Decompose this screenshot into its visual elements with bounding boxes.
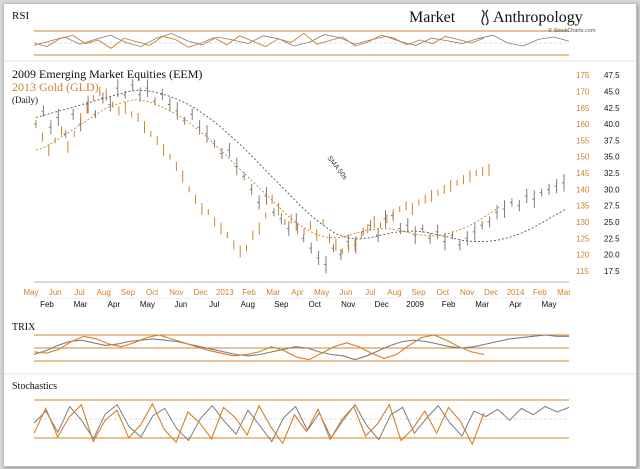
trix-gld-line [33, 334, 485, 361]
x-label-eem: Sep [274, 300, 289, 309]
y-tick-eem: 47.5 [604, 71, 620, 80]
x-label-gld: May [314, 288, 329, 297]
x-label-eem: May [140, 300, 155, 309]
x-label-gld: 2013 [216, 288, 234, 297]
x-label-gld: Jul [74, 288, 84, 297]
brand-anthropology: Anthropology [493, 9, 583, 26]
x-label-gld: Oct [437, 288, 450, 297]
stochastics-series [33, 402, 570, 446]
main-subtitle: 2013 Gold (GLD) [12, 80, 99, 94]
x-label-gld: Oct [146, 288, 159, 297]
x-label-eem: Feb [442, 300, 456, 309]
x-label-gld: Aug [387, 288, 401, 297]
x-label-gld: Dec [484, 288, 498, 297]
y-tick-gld: 175 [576, 71, 590, 80]
trix-eem-line [33, 334, 569, 361]
y-tick-gld: 170 [576, 87, 590, 96]
x-label-eem: Apr [509, 300, 522, 309]
rsi-title: RSI [12, 10, 29, 22]
brand-market: Market [409, 9, 456, 26]
x-label-gld: Feb [533, 288, 547, 297]
y-tick-gld: 135 [576, 202, 590, 211]
y-tick-gld: 115 [576, 267, 589, 276]
y-tick-eem: 22.5 [604, 234, 620, 243]
y-tick-eem: 27.5 [604, 202, 620, 211]
x-label-gld: Jun [340, 288, 353, 297]
x-label-eem: Dec [375, 300, 389, 309]
main-title: 2009 Emerging Market Equities (EEM) [12, 67, 202, 81]
main-note: (Daily) [12, 95, 38, 105]
rsi-gld-line [33, 32, 485, 49]
y-tick-eem: 25.0 [604, 218, 620, 227]
trix-title: TRIX [12, 322, 36, 333]
y-tick-eem: 45.0 [604, 87, 620, 96]
x-label-eem: Oct [308, 300, 321, 309]
helix-logo-icon [481, 9, 489, 26]
x-label-gld: Jun [49, 288, 62, 297]
y-tick-eem: 37.5 [604, 136, 620, 145]
market-anthropology-chart: RSI 2009 Emerging Market Equities (EEM) … [4, 9, 636, 446]
x-label-gld: Dec [193, 288, 207, 297]
y-tick-eem: 17.5 [604, 267, 620, 276]
x-label-gld: Jul [365, 288, 375, 297]
y-tick-gld: 140 [576, 185, 590, 194]
y-tick-gld: 145 [576, 169, 590, 178]
gld-sma50-line [35, 99, 500, 239]
y-tick-gld: 165 [576, 104, 590, 113]
y-tick-gld: 155 [576, 136, 590, 145]
sma-annotation: SMA 50s [325, 155, 348, 182]
rsi-series [33, 32, 570, 49]
x-label-eem: Nov [341, 300, 355, 309]
y-tick-gld: 120 [576, 251, 590, 260]
y-tick-eem: 32.5 [604, 169, 620, 178]
x-label-eem: Jun [174, 300, 187, 309]
price-series [34, 79, 567, 274]
x-label-gld: Feb [242, 288, 256, 297]
y-tick-gld: 130 [576, 218, 590, 227]
y-tick-eem: 35.0 [604, 153, 620, 162]
x-label-eem: 2009 [406, 300, 424, 309]
x-label-gld: Apr [291, 288, 304, 297]
x-label-eem: May [541, 300, 556, 309]
x-label-eem: Mar [475, 300, 489, 309]
x-label-gld: Nov [460, 288, 474, 297]
x-label-gld: Mar [557, 288, 571, 297]
stoch-eem-line [33, 403, 570, 443]
y-tick-gld: 160 [576, 120, 590, 129]
x-label-gld: Sep [121, 288, 136, 297]
trix-series [33, 334, 569, 361]
x-label-gld: Nov [169, 288, 183, 297]
stoch-gld-line [33, 402, 485, 446]
axis-labels: May Jun Jul Aug Sep Oct Nov Dec 2013 Feb Mar Apr May… [23, 71, 620, 309]
x-label-eem: Feb [40, 300, 54, 309]
rsi-eem-line [33, 32, 570, 48]
x-label-eem: Aug [241, 300, 255, 309]
chart-frame: RSI 2009 Emerging Market Equities (EEM) … [3, 3, 637, 467]
x-label-eem: Apr [108, 300, 121, 309]
y-tick-eem: 30.0 [604, 185, 620, 194]
y-tick-gld: 150 [576, 153, 590, 162]
eem-sma50-line [35, 89, 567, 243]
x-label-gld: Aug [97, 288, 111, 297]
stockcharts-credit: © StockCharts.com [548, 27, 596, 34]
y-tick-eem: 20.0 [604, 251, 620, 260]
x-label-gld: Sep [411, 288, 426, 297]
x-label-gld: May [23, 288, 38, 297]
y-tick-eem: 40.0 [604, 120, 620, 129]
y-tick-gld: 125 [576, 234, 590, 243]
stoch-title: Stochastics [12, 381, 57, 392]
y-tick-eem: 42.5 [604, 104, 620, 113]
x-label-gld: Mar [266, 288, 280, 297]
x-label-eem: Jul [209, 300, 219, 309]
x-label-gld: 2014 [507, 288, 525, 297]
x-label-eem: Mar [74, 300, 88, 309]
